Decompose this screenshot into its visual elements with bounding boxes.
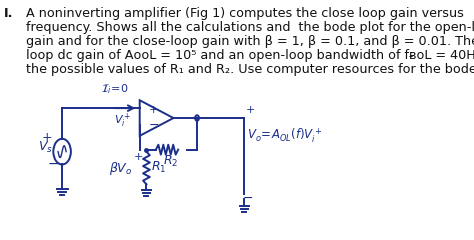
Text: $V_o\!=\!A_{OL}(f)V_i^+$: $V_o\!=\!A_{OL}(f)V_i^+$ [247, 126, 322, 145]
Text: +: + [134, 152, 143, 162]
Text: loop dc gain of AᴏᴏL = 10⁵ and an open-loop bandwidth of fᴃᴏL = 40Hz. Find: loop dc gain of AᴏᴏL = 10⁵ and an open-l… [26, 49, 474, 62]
Text: $V_i^+$: $V_i^+$ [114, 112, 132, 130]
Text: A noninverting amplifier (Fig 1) computes the close loop gain versus: A noninverting amplifier (Fig 1) compute… [26, 7, 464, 20]
Text: $\beta V_o$: $\beta V_o$ [109, 160, 133, 177]
Text: frequency. Shows all the calculations and  the bode plot for the open-loop: frequency. Shows all the calculations an… [26, 21, 474, 34]
Text: the possible values of R₁ and R₂. Use computer resources for the bode-plot.: the possible values of R₁ and R₂. Use co… [26, 63, 474, 77]
Text: $V_s$: $V_s$ [38, 140, 53, 155]
Text: −: − [242, 192, 253, 205]
Text: $\mathcal{I}_i\!=\!0$: $\mathcal{I}_i\!=\!0$ [101, 83, 128, 96]
Text: +: + [246, 105, 255, 115]
Text: +: + [148, 105, 158, 115]
Text: $R_1$: $R_1$ [151, 160, 166, 175]
Text: +: + [42, 131, 53, 144]
Text: −: − [47, 156, 59, 170]
Text: −: − [148, 119, 159, 132]
Text: gain and for the close-loop gain with β = 1, β = 0.1, and β = 0.01. The open: gain and for the close-loop gain with β … [26, 35, 474, 48]
Text: $R_2$: $R_2$ [164, 154, 179, 169]
Text: I.: I. [4, 7, 13, 20]
